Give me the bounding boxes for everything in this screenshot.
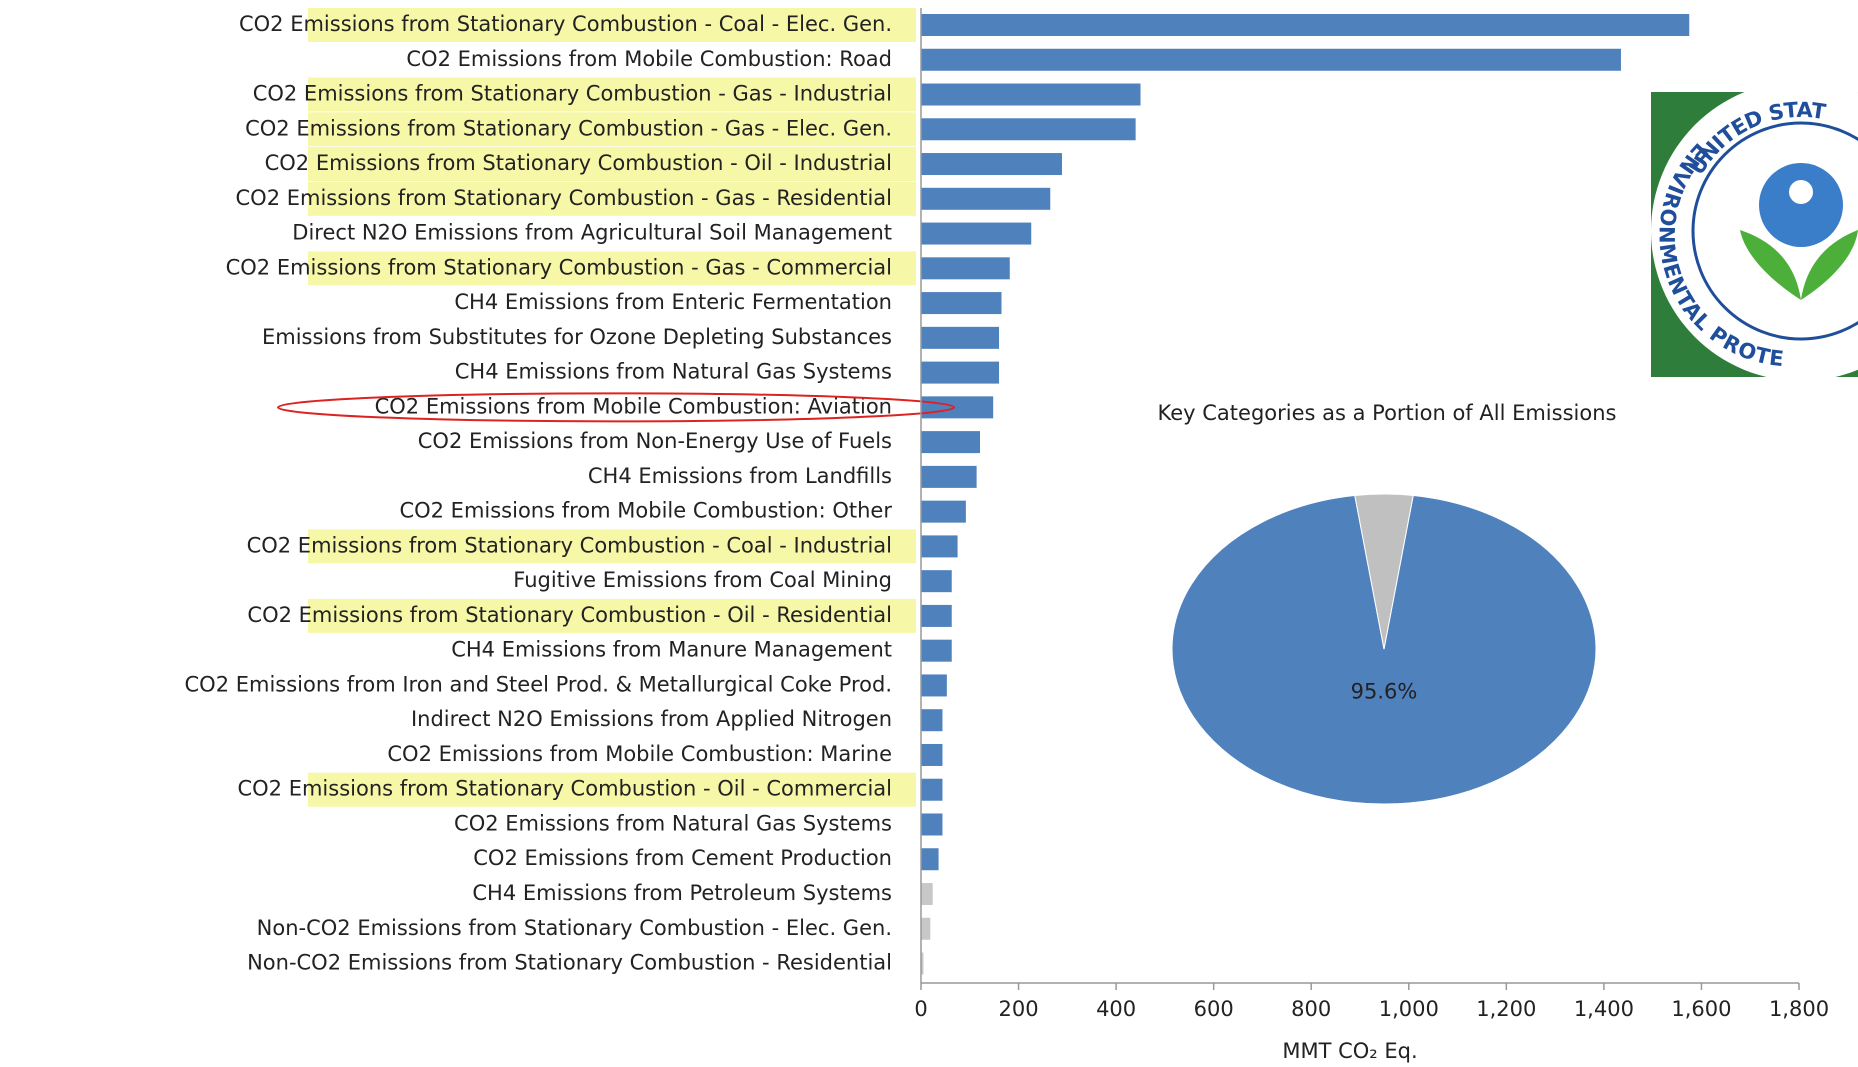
bar bbox=[921, 743, 943, 766]
y-tick-label: CO2 Emissions from Mobile Combustion: Ma… bbox=[387, 742, 892, 766]
y-tick-label: CO2 Emissions from Mobile Combustion: Av… bbox=[375, 394, 892, 418]
y-tick-label: Emissions from Substitutes for Ozone Dep… bbox=[262, 325, 892, 349]
y-tick-label: CO2 Emissions from Cement Production bbox=[473, 846, 892, 870]
y-tick-label: CO2 Emissions from Stationary Combustion… bbox=[239, 12, 892, 36]
logo-seal bbox=[1651, 92, 1858, 377]
bar bbox=[921, 917, 931, 940]
bar bbox=[921, 709, 943, 732]
y-tick-label: Fugitive Emissions from Coal Mining bbox=[513, 568, 892, 592]
y-tick-label: CO2 Emissions from Mobile Combustion: Ot… bbox=[399, 499, 892, 523]
y-tick-label: CO2 Emissions from Stationary Combustion… bbox=[247, 603, 892, 627]
epa-logo: UNITED STAT ENVIRONMENTAL PROTE bbox=[1651, 92, 1858, 377]
label-highlight bbox=[308, 181, 916, 216]
bar bbox=[921, 813, 943, 836]
y-tick-label: Direct N2O Emissions from Agricultural S… bbox=[292, 221, 892, 245]
bar bbox=[921, 396, 994, 419]
bar bbox=[921, 535, 958, 558]
bar bbox=[921, 257, 1010, 280]
bar bbox=[921, 848, 939, 871]
bar bbox=[921, 465, 977, 488]
bar bbox=[921, 187, 1051, 210]
logo-sun bbox=[1789, 180, 1813, 204]
label-highlight bbox=[308, 8, 916, 42]
x-axis-title: MMT CO₂ Eq. bbox=[1282, 1039, 1417, 1063]
x-tick-label: 400 bbox=[1096, 997, 1136, 1021]
bar bbox=[921, 952, 924, 975]
bar bbox=[921, 14, 1690, 36]
y-tick-label: CO2 Emissions from Stationary Combustion… bbox=[253, 82, 892, 106]
logo-ring bbox=[1691, 121, 1858, 341]
bar bbox=[921, 118, 1136, 141]
y-tick-label: Non-CO2 Emissions from Stationary Combus… bbox=[257, 916, 892, 940]
pie-value-label: 95.6% bbox=[1351, 679, 1418, 703]
bar bbox=[921, 431, 981, 454]
y-tick-label: CH4 Emissions from Landfills bbox=[588, 464, 892, 488]
y-tick-label: CO2 Emissions from Stationary Combustion… bbox=[237, 777, 892, 801]
x-tick-label: 200 bbox=[999, 997, 1039, 1021]
y-tick-label: CO2 Emissions from Stationary Combustion… bbox=[236, 186, 892, 210]
bar bbox=[921, 883, 933, 905]
bar bbox=[921, 570, 952, 593]
x-tick-label: 600 bbox=[1194, 997, 1234, 1021]
pie-slice bbox=[1354, 493, 1414, 650]
y-tick-label: CO2 Emissions from Stationary Combustion… bbox=[265, 151, 892, 175]
logo-globe bbox=[1759, 163, 1843, 247]
logo-flower bbox=[1740, 230, 1858, 300]
label-highlight bbox=[308, 147, 916, 182]
pie-title: Key Categories as a Portion of All Emiss… bbox=[1158, 401, 1617, 425]
bar bbox=[921, 639, 952, 662]
bar bbox=[921, 604, 952, 627]
y-tick-label: Non-CO2 Emissions from Stationary Combus… bbox=[247, 951, 892, 975]
bar bbox=[921, 83, 1141, 106]
y-tick-label: Indirect N2O Emissions from Applied Nitr… bbox=[411, 707, 892, 731]
y-tick-label: CO2 Emissions from Stationary Combustion… bbox=[247, 533, 892, 557]
y-tick-label: CO2 Emissions from Stationary Combustion… bbox=[226, 255, 892, 279]
x-tick-label: 0 bbox=[914, 997, 927, 1021]
label-highlight bbox=[308, 112, 916, 147]
bar bbox=[921, 48, 1621, 71]
bar bbox=[921, 361, 1000, 384]
circle-annotation bbox=[277, 392, 955, 423]
y-tick-label: CO2 Emissions from Iron and Steel Prod. … bbox=[185, 672, 892, 696]
label-highlight bbox=[308, 251, 916, 286]
y-tick-label: CO2 Emissions from Natural Gas Systems bbox=[454, 811, 892, 835]
label-highlight bbox=[308, 598, 916, 633]
bar bbox=[921, 153, 1062, 176]
y-tick-label: CO2 Emissions from Non-Energy Use of Fue… bbox=[418, 429, 892, 453]
pie-slice bbox=[1171, 494, 1597, 805]
y-tick-label: CH4 Emissions from Petroleum Systems bbox=[472, 881, 892, 905]
y-tick-label: CO2 Emissions from Stationary Combustion… bbox=[245, 116, 892, 140]
x-tick-label: 1,600 bbox=[1671, 997, 1731, 1021]
label-highlight bbox=[308, 529, 916, 564]
x-tick-label: 1,800 bbox=[1769, 997, 1829, 1021]
bar bbox=[921, 222, 1032, 245]
bar bbox=[921, 778, 943, 801]
label-highlight bbox=[308, 77, 916, 112]
x-tick-label: 1,200 bbox=[1476, 997, 1536, 1021]
bar bbox=[921, 326, 1000, 349]
x-tick-label: 800 bbox=[1291, 997, 1331, 1021]
bar bbox=[921, 674, 947, 697]
bar bbox=[921, 500, 966, 523]
x-tick-label: 1,400 bbox=[1574, 997, 1634, 1021]
x-tick-label: 1,000 bbox=[1379, 997, 1439, 1021]
y-tick-label: CH4 Emissions from Manure Management bbox=[451, 638, 892, 662]
y-tick-label: CO2 Emissions from Mobile Combustion: Ro… bbox=[406, 47, 892, 71]
label-highlight bbox=[308, 772, 916, 807]
y-tick-label: CH4 Emissions from Natural Gas Systems bbox=[455, 360, 892, 384]
bar bbox=[921, 292, 1002, 315]
y-tick-label: CH4 Emissions from Enteric Fermentation bbox=[454, 290, 892, 314]
